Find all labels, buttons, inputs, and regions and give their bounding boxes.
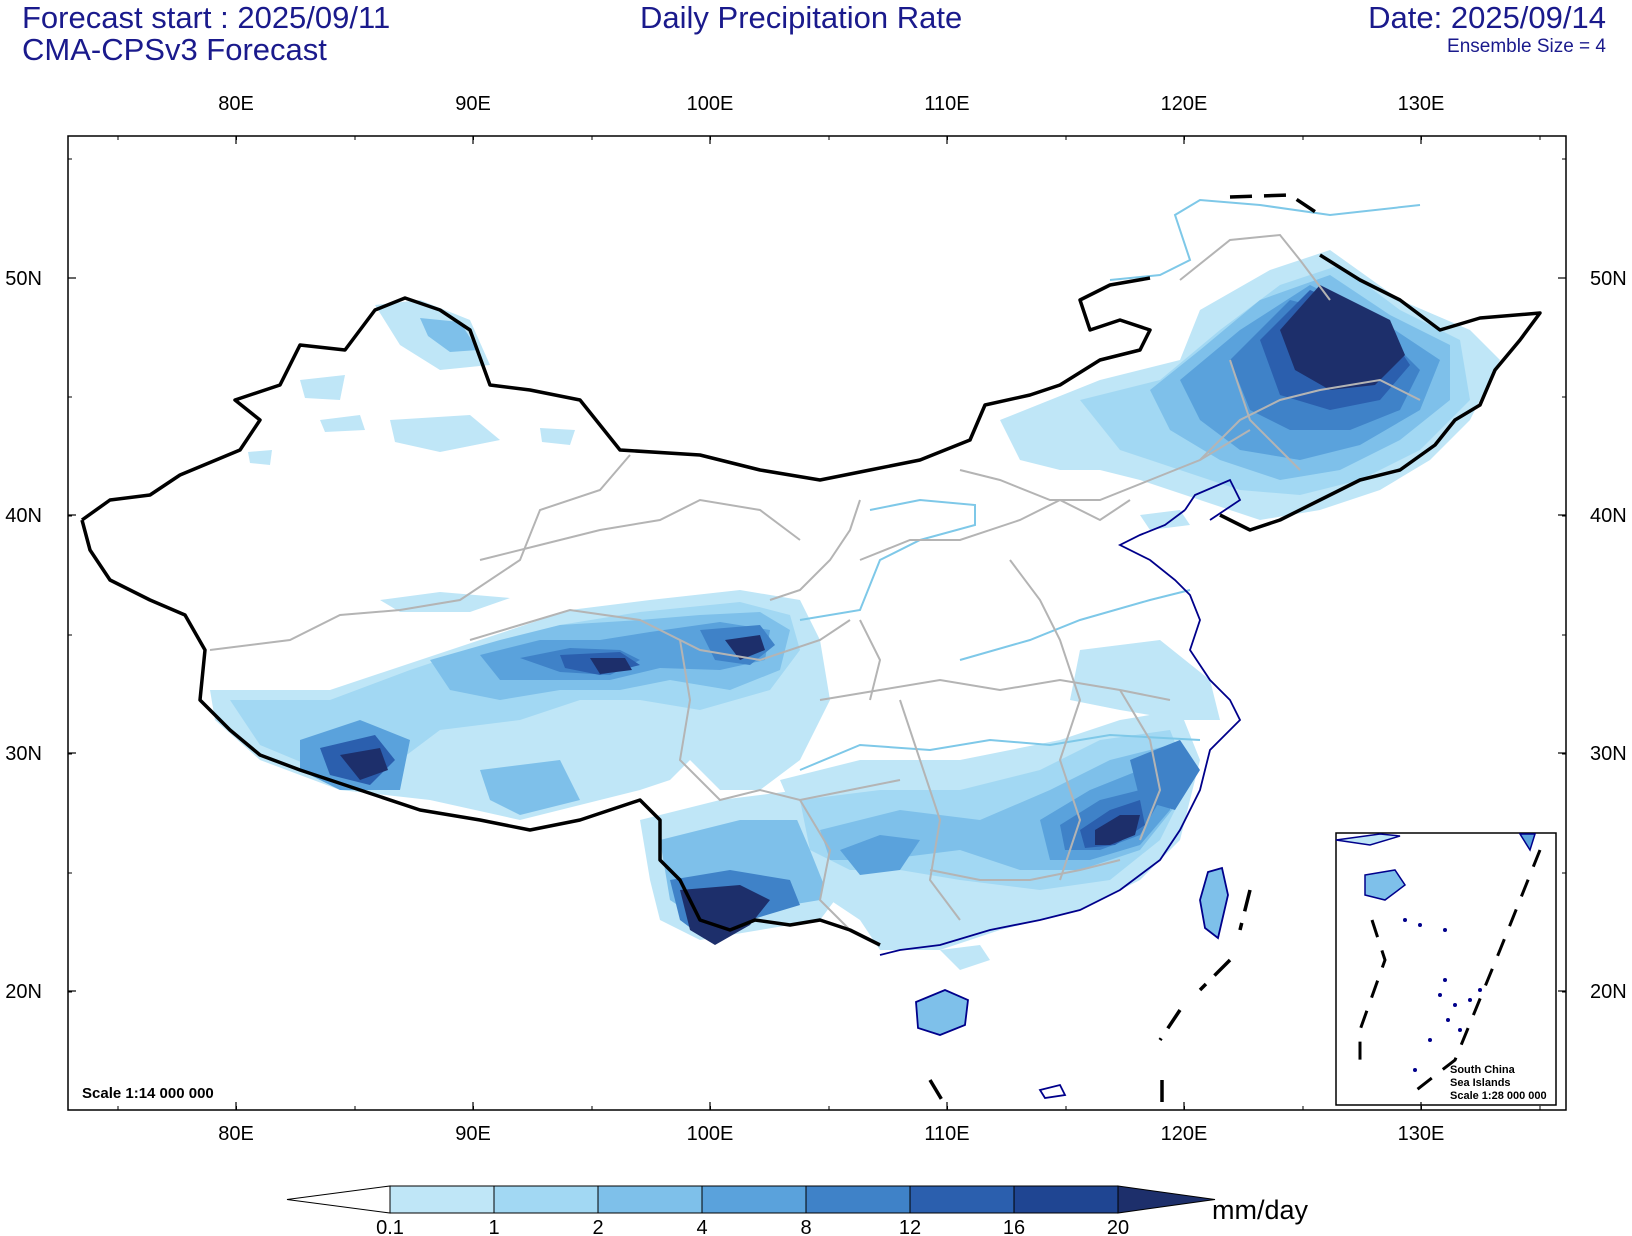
colorbar-tick-label: 0.1 (376, 1217, 404, 1236)
precip-area (940, 945, 990, 970)
lat-label-right: 20N (1590, 981, 1627, 1003)
colorbar-tick-label: 2 (592, 1217, 603, 1236)
lon-label-top: 100E (687, 93, 734, 115)
maritime-boundary (928, 193, 1321, 1110)
forecast-start-label: Forecast start : 2025/09/11 (22, 0, 391, 35)
plot-title: Daily Precipitation Rate (640, 0, 963, 35)
lon-label-bottom: 100E (687, 1123, 734, 1145)
colorbar-bin (389, 1185, 495, 1214)
colorbar-tick-label: 20 (1107, 1217, 1129, 1236)
colorbar-tick-label: 12 (899, 1217, 921, 1236)
lat-label-left: 50N (5, 268, 42, 290)
colorbar-tick-label: 1 (488, 1217, 499, 1236)
precip-area (420, 318, 478, 352)
precip-area (540, 428, 575, 445)
axis-ticks (68, 136, 1566, 1110)
precip-area (300, 375, 345, 400)
valid-date-label: Date: 2025/09/14 (1368, 0, 1606, 35)
precip-area (1095, 815, 1140, 845)
lon-label-top: 80E (218, 93, 254, 115)
lat-label-left: 20N (5, 981, 42, 1003)
colorbar-tick-label: 4 (696, 1217, 707, 1236)
lat-label-left: 40N (5, 505, 42, 527)
lat-label-left: 30N (5, 743, 42, 765)
lon-label-top: 90E (455, 93, 491, 115)
lon-label-bottom: 110E (924, 1123, 969, 1145)
colorbar-bin (701, 1185, 807, 1214)
colorbar-over-triangle (1117, 1185, 1216, 1214)
axis-labels: 80E 80E 90E 90E 100E 100E 110E 110E 120E 120E 130E… (5, 93, 1626, 1145)
ensemble-size-label: Ensemble Size = 4 (1447, 36, 1606, 57)
precip-area (680, 885, 770, 945)
colorbar-unit: mm/day (1212, 1195, 1309, 1225)
precip-area (340, 748, 388, 780)
inset-title-line1: South China (1450, 1064, 1516, 1076)
lon-label-bottom: 80E (218, 1123, 254, 1145)
south-china-sea-inset: South China Sea Islands Scale 1:28 000 0… (1335, 832, 1557, 1106)
precip-area (1280, 285, 1405, 390)
precip-area (916, 990, 968, 1035)
national-border (80, 253, 1542, 947)
precip-area (590, 658, 632, 674)
lat-label-right: 50N (1590, 268, 1627, 290)
colorbar-bin (805, 1185, 911, 1214)
coastline (879, 478, 1242, 1099)
lon-label-top: 130E (1398, 93, 1445, 115)
lon-label-bottom: 130E (1398, 1123, 1445, 1145)
colorbar: 0.1 1 2 4 8 12 16 20 (286, 1185, 1216, 1236)
colorbar-bin (493, 1185, 599, 1214)
precip-area (248, 450, 272, 465)
precip-area (1130, 740, 1200, 810)
colorbar-tick-label: 8 (800, 1217, 811, 1236)
inset-title-line2: Sea Islands (1450, 1077, 1511, 1089)
precip-area (480, 760, 580, 815)
precip-area (320, 415, 365, 432)
precip-area (1070, 640, 1220, 720)
inset-scale: Scale 1:28 000 000 (1450, 1090, 1547, 1102)
plot-frame (67, 135, 1567, 1111)
lat-label-right: 30N (1590, 743, 1627, 765)
lon-label-bottom: 120E (1161, 1123, 1208, 1145)
scale-label: Scale 1:14 000 000 (82, 1085, 214, 1102)
precip-area (1200, 868, 1228, 938)
colorbar-bin (1013, 1185, 1119, 1214)
lon-label-bottom: 90E (455, 1123, 491, 1145)
colorbar-tick-label: 16 (1003, 1217, 1025, 1236)
province-borders (209, 233, 1421, 931)
colorbar-bin (909, 1185, 1015, 1214)
precip-area (725, 635, 765, 660)
colorbar-bin (597, 1185, 703, 1214)
colorbar-under-triangle (286, 1185, 391, 1214)
precip-area (840, 835, 920, 875)
precip-area (390, 415, 500, 452)
model-label: CMA-CPSv3 Forecast (22, 32, 327, 67)
lat-label-right: 40N (1590, 505, 1627, 527)
precipitation-field (210, 250, 1500, 1035)
rivers (799, 198, 1421, 771)
lon-label-top: 110E (924, 93, 969, 115)
lon-label-top: 120E (1161, 93, 1208, 115)
